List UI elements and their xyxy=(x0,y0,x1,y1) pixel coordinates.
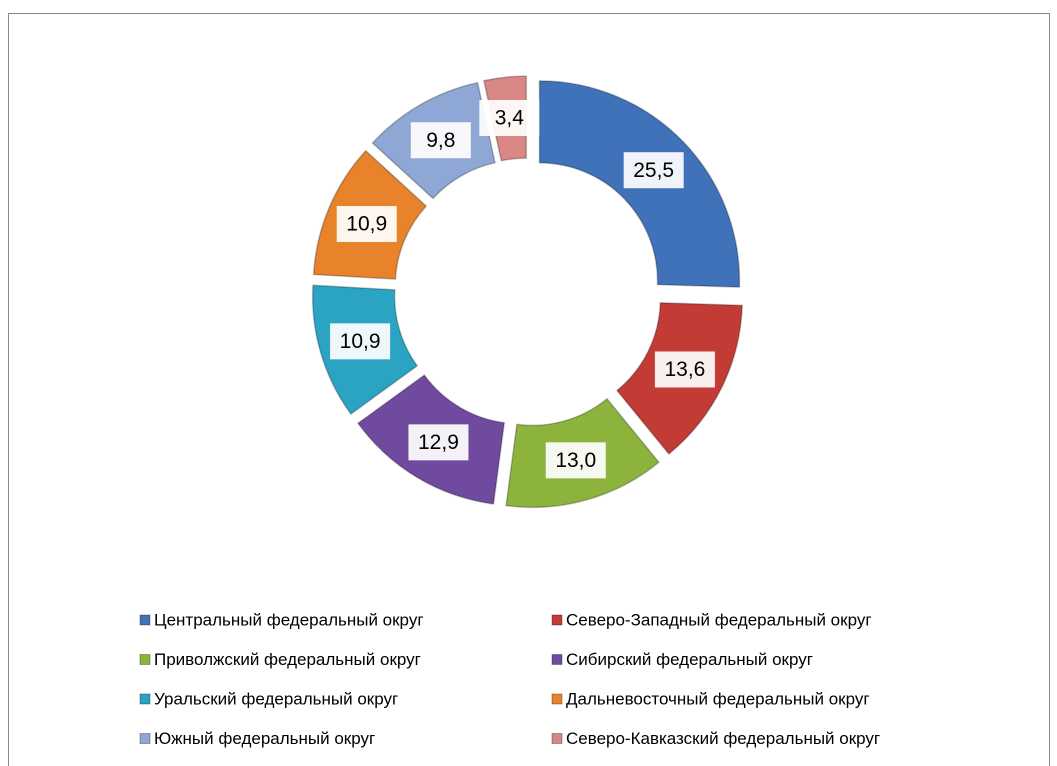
legend-label: Уральский федеральный округ xyxy=(154,689,398,708)
data-label: 13,6 xyxy=(664,358,705,381)
data-label-box xyxy=(408,424,469,461)
legend-swatch xyxy=(139,614,151,626)
data-label-box xyxy=(336,206,397,243)
data-label: 12,9 xyxy=(418,431,459,454)
legend-swatch xyxy=(139,693,151,705)
data-label-box xyxy=(623,152,684,189)
legend-swatch xyxy=(551,693,563,705)
legend-label: Приволжский федеральный округ xyxy=(154,650,421,669)
data-label: 13,0 xyxy=(555,449,596,472)
data-label: 10,9 xyxy=(340,330,381,353)
data-label: 10,9 xyxy=(346,213,387,236)
data-label: 25,5 xyxy=(633,159,674,182)
data-label: 3,4 xyxy=(495,107,525,130)
legend-swatch xyxy=(551,733,563,744)
legend-label: Северо-Кавказский федеральный округ xyxy=(566,729,880,748)
legend-swatch xyxy=(139,654,151,665)
legend-label: Северо-Западный федеральный округ xyxy=(566,610,872,629)
legend-label: Сибирский федеральный округ xyxy=(566,650,813,669)
data-label-box xyxy=(479,99,540,136)
data-label-box xyxy=(330,323,391,360)
data-label-box xyxy=(654,351,715,388)
legend-label: Дальневосточный федеральный округ xyxy=(566,689,870,708)
legend-swatch xyxy=(551,614,563,626)
data-label-box xyxy=(410,122,471,159)
data-label: 9,8 xyxy=(426,129,455,152)
legend-swatch xyxy=(139,733,151,744)
legend-label: Центральный федеральный округ xyxy=(154,610,424,629)
chart-border xyxy=(8,13,1050,766)
legend-label: Южный федеральный округ xyxy=(154,729,375,748)
legend-swatch xyxy=(551,654,563,665)
data-label-box xyxy=(545,442,606,479)
